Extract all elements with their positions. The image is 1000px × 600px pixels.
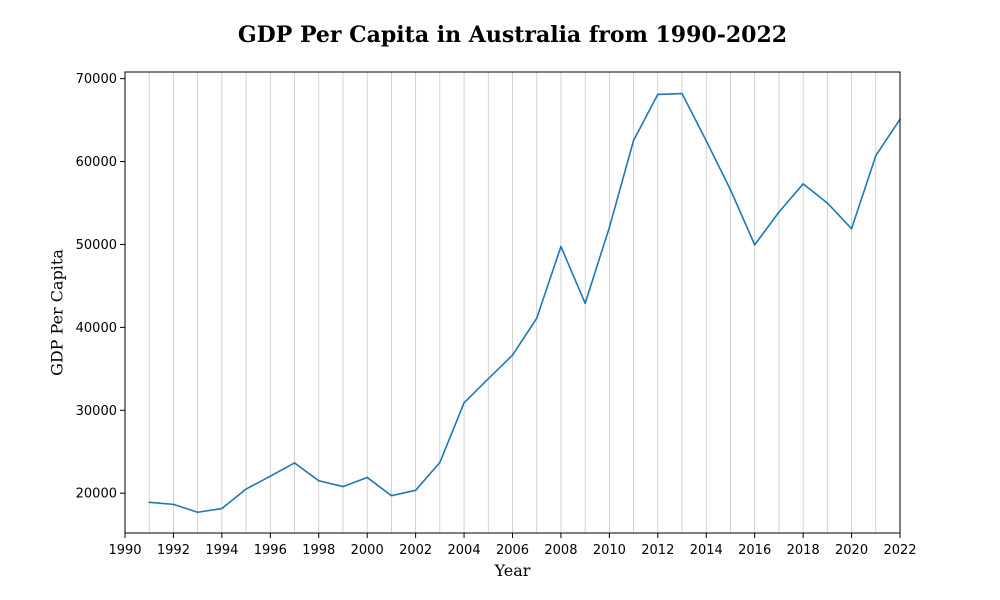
series-layer	[148, 92, 901, 514]
data-point	[317, 479, 320, 482]
x-tick-label: 2016	[738, 543, 771, 558]
x-tick-label: 1996	[254, 543, 287, 558]
data-point	[535, 317, 538, 320]
y-tick-label: 60000	[76, 155, 117, 170]
x-axis-label: Year	[494, 561, 531, 580]
data-point	[342, 485, 344, 488]
data-point	[705, 140, 708, 142]
data-point	[196, 511, 199, 514]
y-tick-label: 70000	[76, 72, 117, 87]
y-tick-label: 20000	[76, 487, 117, 502]
x-tick-label: 1998	[302, 543, 335, 558]
data-point	[681, 92, 683, 95]
x-tick-label: 1992	[157, 543, 190, 558]
x-tick-label: 1994	[205, 543, 238, 558]
x-tick-label: 2012	[641, 543, 674, 558]
x-tick-label: 2022	[883, 543, 916, 558]
data-point	[560, 245, 562, 248]
data-point	[245, 488, 247, 490]
data-point	[148, 501, 151, 504]
x-tick-label: 2000	[351, 543, 384, 558]
data-point	[729, 188, 732, 191]
data-point	[778, 211, 780, 213]
y-tick-label: 30000	[76, 404, 117, 419]
data-point	[874, 154, 877, 157]
data-point	[439, 461, 441, 464]
data-point	[802, 183, 804, 185]
data-point	[632, 139, 635, 142]
data-point	[366, 476, 368, 479]
data-point	[463, 402, 465, 404]
x-tick-label: 2002	[399, 543, 432, 558]
data-point	[221, 507, 223, 510]
chart-title: GDP Per Capita in Australia from 1990-20…	[237, 22, 788, 48]
y-axis: 20000 30000 40000 50000 60000 70000	[76, 72, 125, 502]
grid-lines	[124, 72, 901, 533]
data-point	[293, 462, 296, 464]
series-line-0	[149, 92, 901, 514]
data-point	[584, 302, 586, 305]
data-point	[172, 503, 175, 506]
data-point	[390, 494, 393, 497]
x-tick-label: 1990	[108, 543, 141, 558]
data-point	[511, 354, 514, 356]
data-point	[269, 475, 272, 478]
data-point	[487, 377, 490, 380]
x-tick-label: 2014	[690, 543, 723, 558]
data-point	[608, 226, 611, 229]
x-axis: 1990 1992 1994 1996 1998 2000 2002 2004 2006 2008…	[108, 533, 917, 558]
x-tick-label: 2010	[593, 543, 626, 558]
x-tick-label: 2018	[787, 543, 820, 558]
x-tick-label: 2020	[835, 543, 868, 558]
x-tick-label: 2008	[544, 543, 577, 558]
data-point	[850, 227, 853, 230]
data-point	[414, 489, 417, 492]
data-point	[657, 93, 659, 96]
data-point	[826, 202, 829, 204]
y-tick-label: 50000	[76, 238, 117, 253]
x-tick-label: 2004	[448, 543, 481, 558]
y-tick-label: 40000	[76, 321, 117, 336]
x-tick-label: 2006	[496, 543, 529, 558]
data-point	[753, 244, 756, 246]
